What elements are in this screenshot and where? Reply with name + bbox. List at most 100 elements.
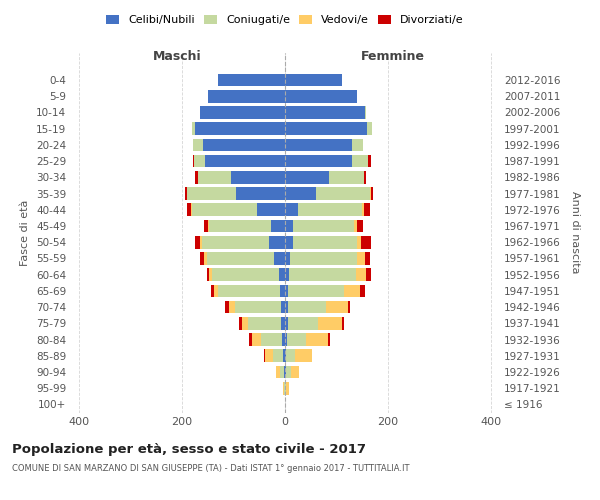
- Text: COMUNE DI SAN MARZANO DI SAN GIUSEPPE (TA) - Dati ISTAT 1° gennaio 2017 - TUTTIT: COMUNE DI SAN MARZANO DI SAN GIUSEPPE (T…: [12, 464, 409, 473]
- Bar: [286, 350, 295, 362]
- Bar: [193, 138, 203, 151]
- Bar: [348, 301, 350, 314]
- Bar: [285, 138, 352, 151]
- Bar: [287, 317, 319, 330]
- Bar: [289, 268, 356, 281]
- Bar: [371, 188, 373, 200]
- Bar: [279, 268, 285, 281]
- Bar: [248, 317, 281, 330]
- Bar: [306, 333, 328, 346]
- Bar: [185, 188, 187, 200]
- Bar: [200, 106, 285, 119]
- Bar: [218, 284, 280, 297]
- Bar: [249, 333, 251, 346]
- Bar: [364, 204, 370, 216]
- Bar: [365, 252, 370, 265]
- Bar: [209, 220, 271, 232]
- Bar: [204, 220, 208, 232]
- Bar: [281, 317, 285, 330]
- Bar: [207, 252, 274, 265]
- Bar: [295, 350, 312, 362]
- Bar: [203, 138, 285, 151]
- Bar: [286, 382, 289, 394]
- Bar: [285, 106, 365, 119]
- Y-axis label: Anni di nascita: Anni di nascita: [570, 191, 580, 274]
- Bar: [319, 317, 341, 330]
- Bar: [284, 382, 285, 394]
- Bar: [291, 366, 299, 378]
- Bar: [328, 333, 330, 346]
- Bar: [205, 155, 285, 168]
- Bar: [357, 252, 365, 265]
- Bar: [326, 301, 348, 314]
- Bar: [211, 284, 214, 297]
- Bar: [285, 188, 316, 200]
- Bar: [287, 333, 306, 346]
- Bar: [226, 301, 229, 314]
- Bar: [193, 204, 257, 216]
- Bar: [236, 188, 285, 200]
- Bar: [285, 301, 287, 314]
- Bar: [261, 333, 283, 346]
- Bar: [283, 333, 285, 346]
- Bar: [209, 268, 212, 281]
- Bar: [285, 333, 287, 346]
- Bar: [200, 252, 204, 265]
- Bar: [364, 171, 366, 183]
- Bar: [285, 252, 290, 265]
- Bar: [329, 171, 364, 183]
- Bar: [293, 236, 357, 248]
- Bar: [285, 122, 367, 135]
- Bar: [191, 204, 193, 216]
- Bar: [208, 220, 209, 232]
- Bar: [274, 252, 285, 265]
- Bar: [366, 268, 371, 281]
- Bar: [239, 317, 242, 330]
- Bar: [200, 236, 202, 248]
- Text: Femmine: Femmine: [361, 50, 425, 63]
- Bar: [271, 220, 285, 232]
- Bar: [285, 268, 289, 281]
- Bar: [285, 366, 286, 378]
- Bar: [293, 220, 355, 232]
- Bar: [251, 333, 261, 346]
- Bar: [207, 268, 209, 281]
- Text: Maschi: Maschi: [152, 50, 202, 63]
- Bar: [356, 268, 366, 281]
- Bar: [280, 284, 285, 297]
- Bar: [187, 188, 236, 200]
- Bar: [280, 366, 284, 378]
- Bar: [365, 106, 366, 119]
- Bar: [208, 90, 285, 102]
- Bar: [290, 252, 357, 265]
- Bar: [283, 382, 284, 394]
- Bar: [344, 284, 359, 297]
- Y-axis label: Fasce di età: Fasce di età: [20, 200, 31, 266]
- Bar: [281, 301, 285, 314]
- Bar: [361, 236, 371, 248]
- Bar: [285, 220, 293, 232]
- Bar: [264, 350, 265, 362]
- Bar: [287, 301, 326, 314]
- Bar: [352, 138, 363, 151]
- Bar: [194, 155, 205, 168]
- Bar: [257, 204, 285, 216]
- Bar: [242, 317, 248, 330]
- Bar: [212, 268, 279, 281]
- Bar: [285, 204, 298, 216]
- Bar: [195, 171, 197, 183]
- Bar: [187, 204, 191, 216]
- Bar: [316, 188, 370, 200]
- Bar: [370, 188, 371, 200]
- Bar: [357, 236, 361, 248]
- Bar: [285, 317, 287, 330]
- Bar: [229, 301, 235, 314]
- Bar: [204, 252, 207, 265]
- Bar: [355, 220, 357, 232]
- Bar: [284, 366, 285, 378]
- Bar: [285, 284, 287, 297]
- Bar: [269, 236, 285, 248]
- Text: Popolazione per età, sesso e stato civile - 2017: Popolazione per età, sesso e stato civil…: [12, 442, 366, 456]
- Bar: [285, 350, 286, 362]
- Bar: [341, 317, 344, 330]
